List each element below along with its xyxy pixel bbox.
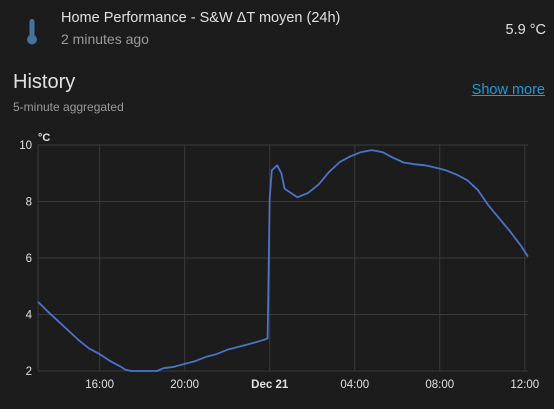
y-tick-label: 4 <box>26 310 33 322</box>
x-tick-label: 20:00 <box>170 379 199 391</box>
y-tick-label: 8 <box>26 197 32 209</box>
last-changed: 2 minutes ago <box>61 31 149 47</box>
series-line[interactable] <box>37 149 529 372</box>
show-more-link[interactable]: Show more <box>471 82 545 98</box>
entity-state: 5.9 °C <box>505 22 546 38</box>
history-title: History <box>13 71 76 93</box>
chart-grid <box>37 144 528 372</box>
x-axis: 16:00 20:00 Dec 21 04:00 08:00 12:00 <box>85 379 539 391</box>
y-tick-label: 6 <box>26 253 32 265</box>
entity-row[interactable]: Home Performance - S&W ΔT moyen (24h) 2 … <box>0 0 554 56</box>
entity-name: Home Performance - S&W ΔT moyen (24h) <box>61 10 341 26</box>
history-chart[interactable]: 2 4 6 8 10 16:00 20:00 Dec 21 04:00 08:00 12:00 °… <box>0 120 554 409</box>
thermometer-icon <box>27 19 37 45</box>
x-tick-label: 08:00 <box>425 379 454 391</box>
x-tick-label: 16:00 <box>85 379 114 391</box>
y-tick-label: 2 <box>26 366 32 378</box>
y-axis: 2 4 6 8 10 <box>19 140 32 378</box>
x-tick-label: Dec 21 <box>251 379 289 391</box>
x-tick-label: 12:00 <box>510 379 539 391</box>
y-axis-unit: °C <box>38 132 50 144</box>
history-subtitle: 5-minute aggregated <box>13 100 124 114</box>
y-tick-label: 10 <box>19 140 32 152</box>
x-tick-label: 04:00 <box>340 379 369 391</box>
